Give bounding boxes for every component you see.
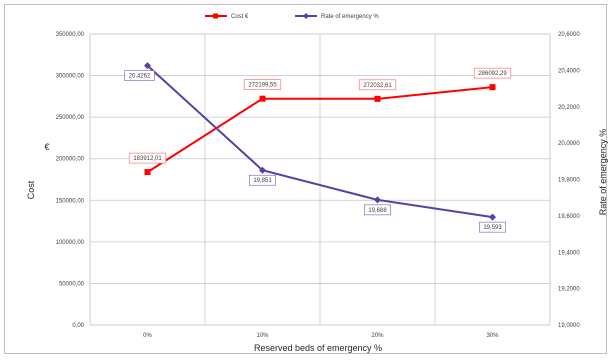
y2-tick-label: 20,6000 xyxy=(558,32,580,38)
data-label-box xyxy=(243,79,282,90)
data-points xyxy=(144,62,496,221)
data-label: 272032,61 xyxy=(363,83,392,89)
data-label-box xyxy=(478,221,506,233)
series-line-0 xyxy=(146,86,493,173)
data-label: 20,4262 xyxy=(129,74,151,80)
data-point xyxy=(259,166,266,174)
series-line-1 xyxy=(146,64,493,219)
x-tick-label: 10% xyxy=(256,333,269,339)
y2-tick-label: 19,2000 xyxy=(558,287,580,293)
x-axis-ticks: 0% 10% 20% 30% xyxy=(143,333,499,339)
data-label: 19,688 xyxy=(368,208,387,214)
data-point xyxy=(259,95,266,102)
x-tick-label: 20% xyxy=(371,333,384,339)
data-label: 19,593 xyxy=(483,225,502,231)
y2-axis-title: Rate of emergency % xyxy=(598,129,608,216)
legend-label: Cost € xyxy=(231,14,249,20)
y-tick-label: 300000,00 xyxy=(56,74,85,80)
right-axis-ticks: 19,0000 19,2000 19,4000 19,6000 19,8000 20,00… xyxy=(558,32,580,329)
y-tick-label: 50000,00 xyxy=(59,281,85,287)
y2-tick-label: 19,4000 xyxy=(558,250,580,256)
y-tick-label: 150000,00 xyxy=(56,198,85,204)
y2-tick-label: 20,4000 xyxy=(558,68,580,74)
data-label: 183912,01 xyxy=(133,156,162,162)
y-tick-label: 200000,00 xyxy=(56,157,85,163)
legend-marker xyxy=(213,13,218,19)
data-point xyxy=(144,62,151,70)
data-label: 286092,29 xyxy=(478,71,507,77)
legend-marker xyxy=(303,13,309,19)
y-axis-unit: € xyxy=(44,142,49,152)
y2-tick-label: 20,2000 xyxy=(558,105,580,111)
y2-tick-label: 19,8000 xyxy=(558,178,580,184)
y-tick-label: 350000,00 xyxy=(56,32,85,38)
data-label-box xyxy=(124,70,155,81)
series-lines xyxy=(146,64,493,219)
data-point xyxy=(489,213,496,221)
y2-tick-label: 19,6000 xyxy=(558,214,580,220)
y2-tick-label: 19,0000 xyxy=(558,323,580,329)
legend: Cost € Rate of emergency % xyxy=(205,13,379,20)
x-tick-label: 0% xyxy=(143,333,152,339)
grid-lines xyxy=(89,33,551,326)
y-axis-title: Cost xyxy=(26,180,36,199)
x-axis-title: Reserved beds of emergency % xyxy=(254,343,382,353)
data-point xyxy=(374,95,381,102)
data-point xyxy=(489,84,496,91)
y-tick-label: 0,00 xyxy=(72,323,84,329)
data-label-box xyxy=(249,174,277,186)
data-point xyxy=(144,169,151,176)
data-label-box xyxy=(363,204,391,216)
y-tick-label: 250000,00 xyxy=(56,115,85,121)
chart-frame xyxy=(4,4,607,354)
data-label: 272199,55 xyxy=(248,83,277,89)
data-point xyxy=(374,196,381,204)
data-label-box xyxy=(358,79,397,91)
y-tick-label: 100000,00 xyxy=(56,240,85,246)
data-label: 19,851 xyxy=(253,178,272,184)
x-tick-label: 30% xyxy=(486,333,499,339)
data-label-box xyxy=(128,152,167,164)
y2-tick-label: 20,0000 xyxy=(558,141,580,147)
data-label-box xyxy=(473,67,512,79)
data-labels: 183912,01 272199,55 272032,61 286092,29 20,4… xyxy=(124,67,512,233)
legend-label: Rate of emergency % xyxy=(321,14,379,20)
left-axis-ticks: 0,00 50000,00 100000,00 150000,00 200000,00 2… xyxy=(56,32,85,329)
